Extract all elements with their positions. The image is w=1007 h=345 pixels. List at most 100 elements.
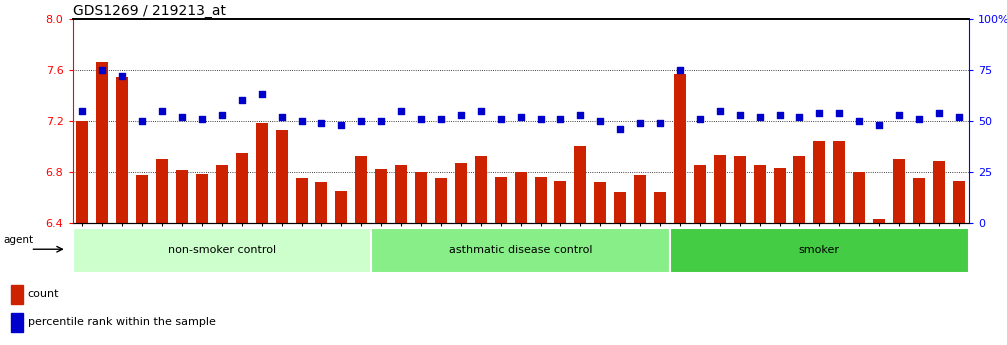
Point bbox=[95, 67, 111, 73]
Point bbox=[831, 110, 847, 115]
Bar bbox=[335, 191, 347, 223]
Text: non-smoker control: non-smoker control bbox=[168, 245, 276, 255]
Bar bbox=[136, 176, 148, 223]
Point bbox=[930, 110, 947, 115]
Point bbox=[353, 118, 370, 124]
Point bbox=[871, 122, 887, 128]
Point bbox=[114, 73, 130, 79]
Bar bbox=[655, 192, 666, 223]
Bar bbox=[296, 178, 307, 223]
Point bbox=[75, 108, 91, 113]
Bar bbox=[376, 169, 387, 223]
Bar bbox=[77, 121, 89, 223]
Bar bbox=[276, 130, 288, 223]
Bar bbox=[873, 219, 885, 223]
Bar bbox=[256, 123, 268, 223]
Bar bbox=[753, 165, 765, 223]
Point bbox=[712, 108, 728, 113]
Point bbox=[951, 114, 967, 119]
Text: asthmatic disease control: asthmatic disease control bbox=[449, 245, 592, 255]
Point bbox=[513, 114, 529, 119]
Point bbox=[213, 112, 230, 117]
Bar bbox=[773, 168, 785, 223]
Bar bbox=[535, 177, 547, 223]
Bar bbox=[73, 228, 372, 273]
Point bbox=[632, 120, 649, 126]
Bar bbox=[176, 170, 188, 223]
Bar bbox=[714, 155, 726, 223]
Bar bbox=[395, 165, 407, 223]
Point bbox=[553, 116, 569, 121]
Bar bbox=[215, 165, 228, 223]
Bar bbox=[953, 180, 965, 223]
Point bbox=[274, 114, 290, 119]
Point bbox=[652, 120, 668, 126]
Bar bbox=[355, 156, 368, 223]
Bar bbox=[97, 62, 109, 223]
Point bbox=[313, 120, 329, 126]
Bar bbox=[372, 228, 670, 273]
Point bbox=[433, 116, 449, 121]
Point bbox=[851, 118, 867, 124]
Bar bbox=[834, 141, 845, 223]
Bar bbox=[415, 172, 427, 223]
Point bbox=[572, 112, 588, 117]
Point bbox=[134, 118, 150, 124]
Point bbox=[472, 108, 488, 113]
Bar bbox=[494, 177, 507, 223]
Bar bbox=[674, 74, 686, 223]
Bar bbox=[853, 172, 865, 223]
Bar bbox=[913, 178, 924, 223]
Point bbox=[732, 112, 748, 117]
Bar bbox=[594, 182, 606, 223]
Bar bbox=[794, 156, 806, 223]
Bar bbox=[734, 156, 745, 223]
Point bbox=[492, 116, 509, 121]
Point bbox=[812, 110, 828, 115]
Point bbox=[592, 118, 608, 124]
Bar bbox=[814, 141, 826, 223]
Point bbox=[333, 122, 349, 128]
Bar bbox=[435, 178, 447, 223]
Point bbox=[393, 108, 409, 113]
Point bbox=[154, 108, 170, 113]
Point bbox=[174, 114, 190, 119]
Bar bbox=[236, 152, 248, 223]
Point bbox=[453, 112, 469, 117]
Text: percentile rank within the sample: percentile rank within the sample bbox=[28, 317, 215, 327]
Point bbox=[293, 118, 309, 124]
Text: GDS1269 / 219213_at: GDS1269 / 219213_at bbox=[73, 4, 226, 18]
Bar bbox=[11, 314, 23, 332]
Point bbox=[254, 91, 270, 97]
Text: smoker: smoker bbox=[799, 245, 840, 255]
Text: agent: agent bbox=[4, 235, 34, 245]
Bar bbox=[475, 156, 486, 223]
Bar bbox=[455, 163, 467, 223]
Bar bbox=[670, 228, 969, 273]
Point bbox=[612, 126, 628, 132]
Bar bbox=[315, 182, 327, 223]
Bar bbox=[555, 180, 566, 223]
Bar bbox=[156, 159, 168, 223]
Bar bbox=[634, 176, 646, 223]
Point bbox=[792, 114, 808, 119]
Bar bbox=[932, 161, 945, 223]
Point bbox=[751, 114, 767, 119]
Bar bbox=[893, 159, 905, 223]
Point bbox=[911, 116, 927, 121]
Point bbox=[672, 67, 688, 73]
Point bbox=[692, 116, 708, 121]
Bar bbox=[117, 78, 128, 223]
Point bbox=[771, 112, 787, 117]
Text: count: count bbox=[28, 289, 59, 299]
Bar bbox=[694, 165, 706, 223]
Bar bbox=[614, 192, 626, 223]
Point bbox=[413, 116, 429, 121]
Point bbox=[533, 116, 549, 121]
Bar bbox=[11, 285, 23, 304]
Point bbox=[194, 116, 210, 121]
Bar bbox=[515, 172, 527, 223]
Bar bbox=[196, 174, 207, 223]
Point bbox=[374, 118, 390, 124]
Bar bbox=[574, 146, 586, 223]
